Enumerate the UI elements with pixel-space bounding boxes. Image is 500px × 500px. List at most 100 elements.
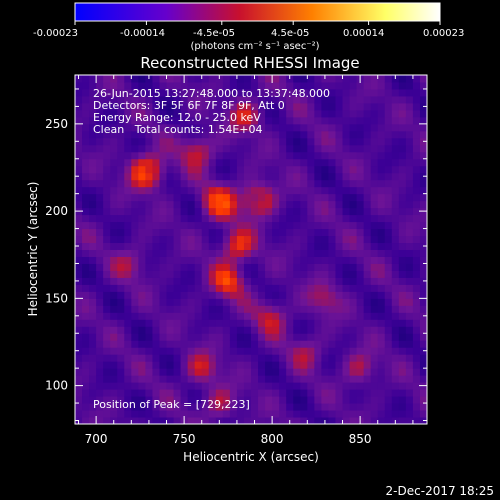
- heatmap-pixel: [138, 354, 146, 362]
- heatmap-pixel: [145, 361, 153, 369]
- heatmap-pixel: [412, 284, 421, 292]
- heatmap-pixel: [173, 221, 182, 230]
- heatmap-pixel: [180, 186, 189, 195]
- heatmap-pixel: [152, 88, 160, 97]
- heatmap-pixel: [356, 319, 365, 327]
- heatmap-pixel: [236, 312, 245, 320]
- heatmap-pixel: [229, 186, 238, 195]
- heatmap-pixel: [131, 214, 139, 223]
- heatmap-pixel: [173, 116, 182, 125]
- heatmap-pixel: [229, 340, 238, 348]
- heatmap-pixel: [272, 284, 280, 292]
- heatmap-pixel: [300, 214, 308, 223]
- heatmap-pixel: [152, 193, 160, 202]
- heatmap-pixel: [286, 256, 294, 264]
- heatmap-pixel: [384, 207, 393, 216]
- heatmap-pixel: [377, 130, 386, 139]
- heatmap-pixel: [377, 410, 386, 418]
- heatmap-pixel: [229, 389, 238, 397]
- heatmap-pixel: [152, 144, 160, 153]
- heatmap-pixel: [391, 291, 400, 299]
- heatmap-pixel: [412, 305, 421, 313]
- heatmap-pixel: [377, 389, 386, 397]
- heatmap-pixel: [335, 151, 344, 160]
- heatmap-pixel: [229, 207, 238, 216]
- heatmap-pixel: [138, 249, 146, 257]
- heatmap-pixel: [103, 417, 111, 424]
- heatmap-pixel: [412, 291, 421, 299]
- heatmap-pixel: [377, 312, 386, 320]
- heatmap-pixel: [405, 186, 414, 195]
- heatmap-pixel: [293, 410, 301, 418]
- heatmap-pixel: [103, 193, 111, 202]
- heatmap-pixel: [314, 116, 322, 125]
- heatmap-pixel: [251, 123, 259, 132]
- heatmap-pixel: [145, 228, 153, 237]
- heatmap-pixel: [293, 361, 301, 369]
- heatmap-pixel: [279, 88, 287, 97]
- heatmap-pixel: [377, 75, 386, 83]
- heatmap-pixel: [356, 298, 365, 306]
- heatmap-pixel: [272, 256, 280, 264]
- heatmap-pixel: [117, 186, 125, 195]
- heatmap-pixel: [251, 158, 259, 167]
- heatmap-pixel: [194, 305, 203, 313]
- heatmap-pixel: [349, 109, 358, 118]
- heatmap-pixel: [110, 186, 118, 195]
- heatmap-pixel: [187, 81, 196, 90]
- heatmap-pixel: [96, 214, 104, 223]
- heatmap-pixel: [166, 228, 175, 237]
- heatmap-pixel: [342, 249, 351, 257]
- heatmap-pixel: [82, 158, 90, 167]
- heatmap-pixel: [342, 221, 351, 230]
- heatmap-pixel: [110, 109, 118, 118]
- heatmap-pixel: [293, 214, 301, 223]
- heatmap-pixel: [321, 277, 329, 285]
- heatmap-pixel: [75, 389, 83, 397]
- heatmap-pixel: [166, 347, 175, 355]
- heatmap-pixel: [82, 319, 90, 327]
- heatmap-pixel: [236, 256, 245, 264]
- heatmap-pixel: [279, 256, 287, 264]
- heatmap-pixel: [384, 221, 393, 230]
- heatmap-pixel: [222, 179, 231, 188]
- heatmap-pixel: [152, 319, 160, 327]
- heatmap-pixel: [96, 221, 104, 230]
- heatmap-pixel: [166, 340, 175, 348]
- heatmap-pixel: [265, 81, 273, 90]
- heatmap-pixel: [117, 116, 125, 125]
- heatmap-pixel: [75, 270, 83, 278]
- heatmap-pixel: [398, 95, 407, 104]
- heatmap-pixel: [328, 263, 336, 271]
- heatmap-pixel: [356, 340, 365, 348]
- heatmap-pixel: [384, 354, 393, 362]
- heatmap-pixel: [258, 263, 266, 271]
- heatmap-pixel: [412, 102, 421, 111]
- heatmap-pixel: [201, 207, 210, 216]
- heatmap-pixel: [405, 305, 414, 313]
- heatmap-pixel: [180, 172, 189, 181]
- heatmap-pixel: [131, 228, 139, 237]
- heatmap-pixel: [272, 228, 280, 237]
- heatmap-pixel: [265, 165, 273, 174]
- heatmap-pixel: [398, 165, 407, 174]
- heatmap-pixel: [321, 179, 329, 188]
- heatmap-pixel: [258, 165, 266, 174]
- x-tick-label: 850: [349, 432, 372, 446]
- heatmap-pixel: [110, 242, 118, 250]
- heatmap-pixel: [131, 389, 139, 397]
- heatmap-pixel: [103, 95, 111, 104]
- heatmap-pixel: [201, 403, 210, 411]
- heatmap-pixel: [194, 179, 203, 188]
- heatmap-pixel: [398, 130, 407, 139]
- heatmap-pixel: [89, 144, 97, 153]
- heatmap-pixel: [145, 200, 153, 209]
- heatmap-pixel: [370, 389, 379, 397]
- heatmap-pixel: [201, 368, 210, 376]
- heatmap-pixel: [349, 263, 358, 271]
- heatmap-pixel: [145, 410, 153, 418]
- heatmap-pixel: [215, 375, 224, 383]
- heatmap-pixel: [258, 333, 266, 341]
- heatmap-pixel: [110, 116, 118, 125]
- heatmap-pixel: [391, 193, 400, 202]
